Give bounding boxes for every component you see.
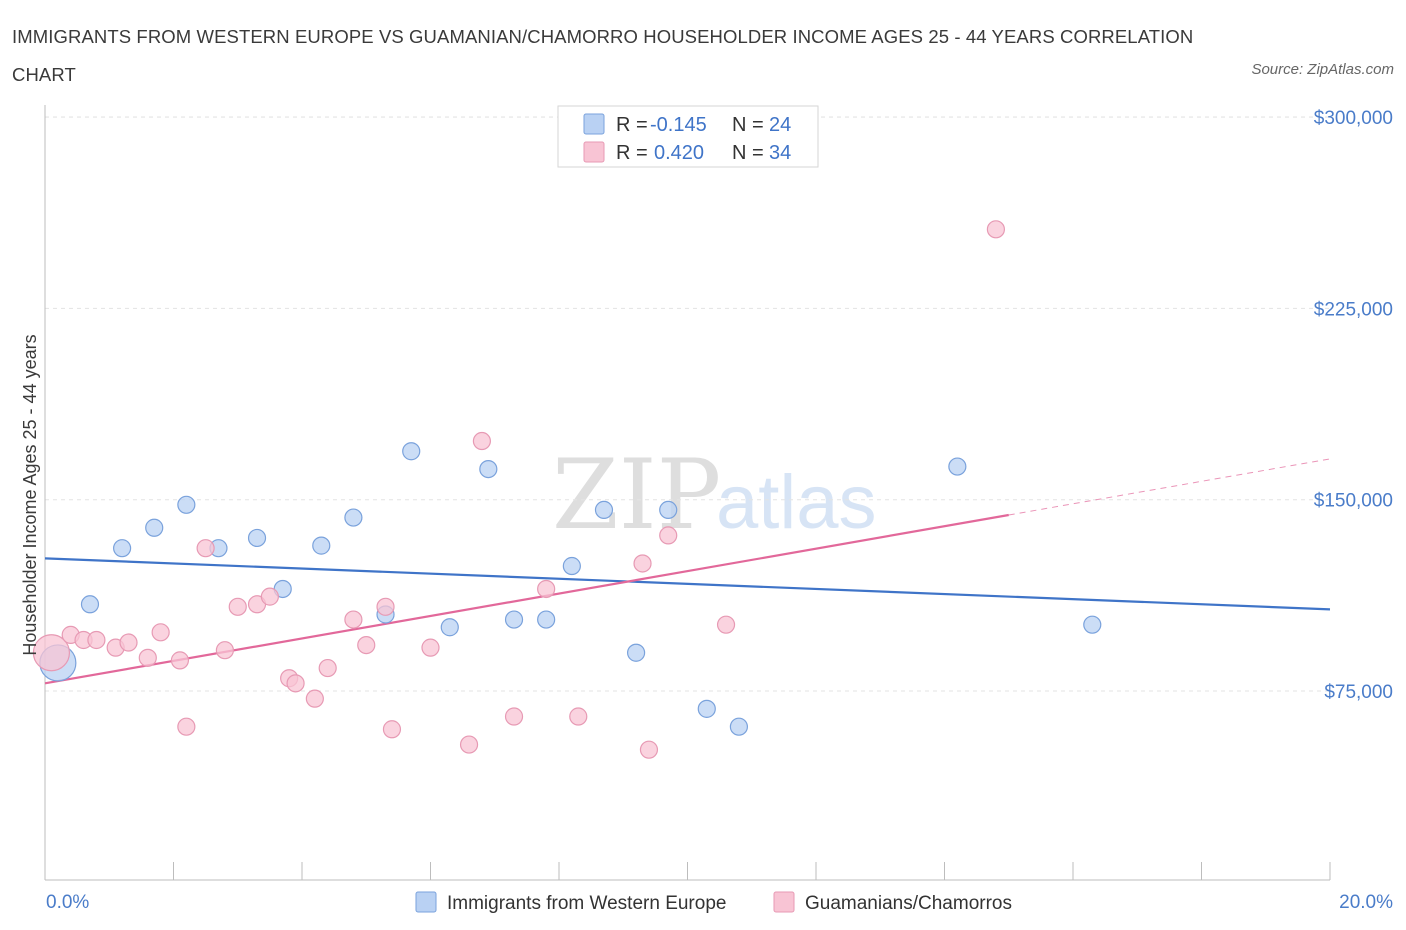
point-guamanian [260, 587, 279, 606]
point-guamanian [344, 610, 363, 629]
legend-n-label-1: N = [732, 114, 764, 136]
legend-r-label-2: R = [616, 142, 648, 164]
point-guamanian [177, 717, 196, 736]
point-guamanian [357, 635, 376, 655]
legend-swatch-pink [583, 141, 605, 163]
point-guamanian [504, 707, 524, 726]
trend-line-extension [1008, 458, 1331, 516]
point-western-europe [112, 539, 132, 558]
point-western-europe [1083, 615, 1102, 634]
point-guamanian [286, 674, 305, 693]
point-guamanian [318, 658, 337, 678]
series-legend-label-pink: Guamanians/Chamorros [805, 893, 1012, 914]
point-guamanian [659, 526, 678, 545]
legend-r-value-1: -0.145 [650, 114, 707, 136]
series-legend-swatch-pink [773, 891, 795, 913]
y-axis-label: Householder Income Ages 25 - 44 years [20, 334, 40, 655]
correlation-legend: R = -0.145 N = 24 R = 0.420 N = 34 [557, 105, 819, 168]
point-western-europe [177, 495, 196, 514]
data-points [32, 220, 1102, 759]
point-western-europe [344, 508, 363, 527]
legend-r-label-1: R = [616, 114, 648, 136]
y-tick-label: $75,000 [1324, 682, 1393, 703]
point-western-europe [145, 518, 164, 537]
series-legend-swatch-blue [415, 891, 437, 913]
point-guamanian [569, 707, 588, 726]
chart-source: Source: ZipAtlas.com [1251, 61, 1394, 78]
x-tick-label-end: 20.0% [1339, 892, 1393, 913]
point-guamanian [87, 630, 106, 650]
point-western-europe [537, 610, 556, 629]
trend-line-pink [44, 513, 1009, 685]
y-tick-label: $300,000 [1314, 108, 1393, 129]
legend-n-value-1: 24 [769, 114, 791, 136]
legend-r-value-2: 0.420 [654, 142, 704, 164]
legend-n-value-2: 34 [769, 142, 791, 164]
point-western-europe [729, 717, 749, 736]
point-western-europe [479, 459, 498, 479]
point-guamanian [196, 539, 215, 558]
legend-n-label-2: N = [732, 142, 764, 164]
point-western-europe [626, 643, 646, 662]
point-guamanian [459, 735, 479, 754]
chart-title: IMMIGRANTS FROM WESTERN EUROPE VS GUAMAN… [12, 26, 1194, 85]
point-guamanian [639, 740, 659, 759]
series-legend: Immigrants from Western Europe Guamanian… [415, 891, 1012, 914]
point-western-europe [440, 618, 459, 637]
point-guamanian [170, 651, 190, 670]
point-guamanian [119, 633, 138, 652]
tick-labels: $75,000 $150,000 $225,000 $300,000 0.0% 20.0% [46, 108, 1393, 913]
series-legend-label-blue: Immigrants from Western Europe [447, 893, 726, 914]
point-guamanian [421, 638, 440, 657]
point-western-europe [504, 610, 524, 629]
trend-line-blue [44, 557, 1331, 611]
point-guamanian [472, 431, 491, 451]
point-western-europe [80, 595, 100, 614]
point-western-europe [312, 536, 331, 555]
point-western-europe [697, 699, 716, 718]
y-tick-label: $150,000 [1314, 491, 1393, 512]
legend-swatch-blue [583, 113, 605, 135]
point-western-europe [594, 500, 614, 520]
point-guamanian [633, 554, 652, 573]
point-guamanian [32, 634, 71, 672]
point-western-europe [948, 457, 967, 476]
point-guamanian [305, 689, 324, 708]
point-guamanian [138, 648, 157, 667]
point-guamanian [228, 597, 247, 616]
point-guamanian [151, 623, 170, 642]
point-western-europe [659, 500, 678, 520]
point-guamanian [382, 720, 402, 739]
point-guamanian [376, 597, 395, 616]
y-tick-label: $225,000 [1314, 299, 1393, 320]
point-guamanian [537, 579, 556, 599]
axes [44, 105, 1331, 881]
x-tick-label-start: 0.0% [46, 892, 89, 913]
point-guamanian [716, 615, 736, 634]
point-western-europe [402, 442, 421, 461]
point-guamanian [986, 220, 1006, 239]
point-western-europe [562, 556, 581, 576]
point-western-europe [247, 528, 267, 548]
point-guamanian [215, 641, 234, 660]
trend-lines [44, 458, 1331, 685]
watermark-atlas: atlas [716, 460, 877, 545]
watermark-zip: ZIP [552, 439, 721, 551]
